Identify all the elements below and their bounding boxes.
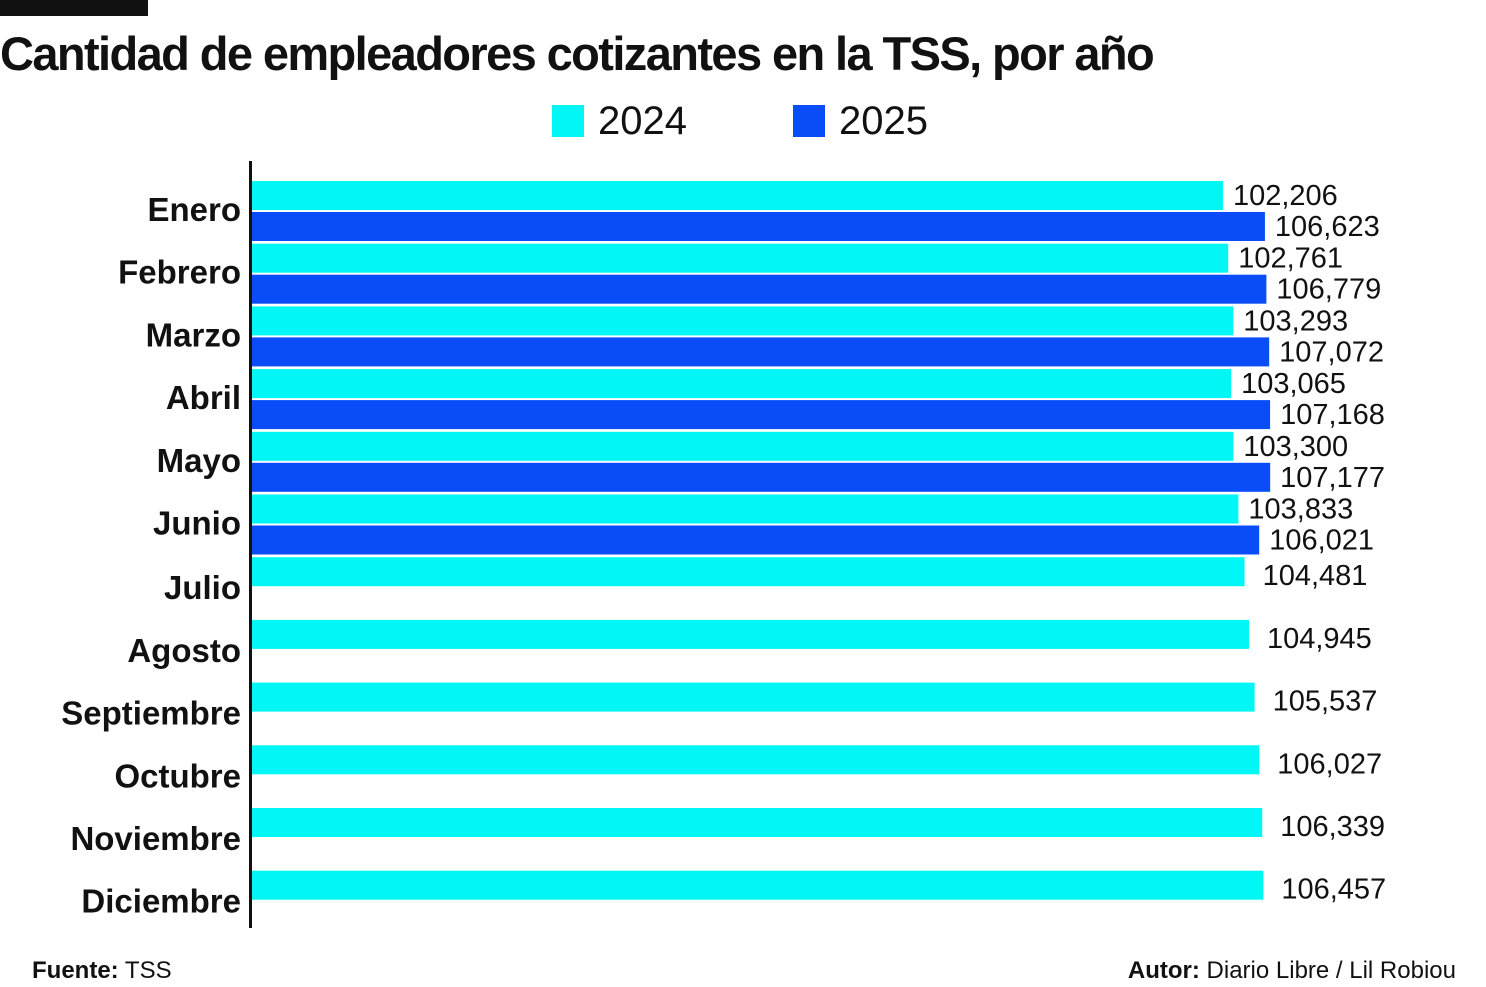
category-label-febrero: Febrero: [118, 254, 241, 291]
bar-2025-febrero: [252, 274, 1267, 304]
bar-2024-enero: [252, 181, 1223, 210]
value-label-2025-abril: 107,168: [1280, 399, 1385, 431]
category-label-agosto: Agosto: [127, 632, 241, 669]
value-label-2024-octubre: 106,027: [1277, 748, 1382, 780]
source-key: Fuente:: [32, 957, 119, 984]
legend-item-2024: 2024: [552, 98, 687, 144]
bar-2024-septiembre: [252, 682, 1255, 712]
legend-label-2024: 2024: [598, 99, 687, 143]
value-label-2025-enero: 106,623: [1275, 211, 1380, 243]
bar-2024-abril: [252, 369, 1232, 399]
bar-2024-junio: [252, 494, 1239, 524]
category-label-septiembre: Septiembre: [61, 695, 241, 732]
bar-2025-abril: [252, 400, 1271, 430]
legend-item-2025: 2025: [792, 98, 928, 144]
category-label-diciembre: Diciembre: [81, 883, 241, 920]
bar-2024-mayo: [252, 431, 1234, 461]
category-label-julio: Julio: [164, 569, 241, 606]
category-label-octubre: Octubre: [114, 757, 241, 794]
chart-title: Cantidad de empleadores cotizantes en la…: [0, 27, 1155, 80]
author-key: Autor:: [1127, 957, 1200, 984]
value-label-2024-mayo: 103,300: [1243, 431, 1348, 463]
chart-legend: 2024 2025: [552, 98, 1034, 144]
bar-2025-mayo: [252, 462, 1271, 492]
value-label-2024-marzo: 103,293: [1243, 305, 1348, 337]
bar-2025-junio: [252, 525, 1260, 555]
category-label-marzo: Marzo: [146, 316, 241, 353]
value-label-2024-abril: 103,065: [1241, 368, 1346, 400]
bar-2024-julio: [252, 557, 1245, 587]
value-label-2025-febrero: 106,779: [1276, 274, 1381, 306]
value-label-2025-mayo: 107,177: [1280, 462, 1385, 494]
bar-2024-octubre: [252, 745, 1260, 775]
value-label-2024-agosto: 104,945: [1267, 623, 1372, 655]
value-label-2024-julio: 104,481: [1263, 560, 1368, 592]
category-label-enero: Enero: [147, 191, 241, 228]
author-value: Diario Libre / Lil Robiou: [1206, 957, 1456, 984]
legend-label-2025: 2025: [838, 99, 928, 143]
value-label-2024-febrero: 102,761: [1238, 243, 1343, 275]
category-label-mayo: Mayo: [157, 442, 241, 479]
value-label-2024-septiembre: 105,537: [1273, 686, 1378, 718]
value-label-2024-noviembre: 106,339: [1280, 811, 1385, 843]
category-label-abril: Abril: [166, 379, 241, 416]
bar-2025-marzo: [252, 337, 1270, 367]
bar-2024-febrero: [252, 243, 1229, 273]
category-label-noviembre: Noviembre: [70, 820, 241, 857]
footer-author: Autor: Diario Libre / Lil Robiou: [1128, 956, 1456, 986]
value-label-2025-junio: 106,021: [1269, 525, 1374, 557]
footer-source: Fuente: TSS: [32, 956, 172, 986]
bar-2024-noviembre: [252, 808, 1263, 837]
header-accent-bar: [0, 0, 148, 16]
value-label-2024-junio: 103,833: [1248, 494, 1353, 526]
legend-swatch-2024: [552, 105, 584, 137]
value-label-2025-marzo: 107,072: [1279, 336, 1384, 368]
bar-2024-marzo: [252, 306, 1234, 336]
value-label-2024-diciembre: 106,457: [1281, 874, 1386, 906]
category-label-junio: Junio: [153, 505, 241, 542]
bar-2024-agosto: [252, 619, 1249, 649]
source-value: TSS: [124, 957, 172, 984]
value-label-2024-enero: 102,206: [1233, 180, 1338, 212]
bar-2024-diciembre: [252, 870, 1264, 900]
legend-swatch-2025: [792, 105, 825, 137]
bar-2025-enero: [252, 212, 1265, 241]
